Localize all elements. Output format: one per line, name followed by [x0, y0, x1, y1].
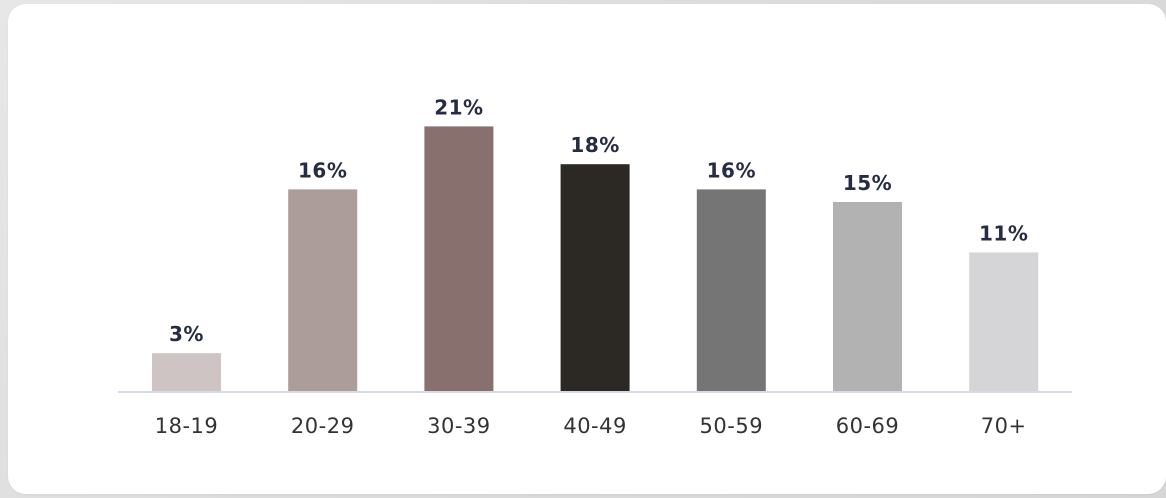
- bar-50-59: [696, 189, 766, 391]
- category-labels-group: 18-19 20-29 30-39 40-49 50-59 60-69 70+: [155, 414, 1027, 438]
- value-labels-group: 3% 16% 21% 18% 16% 15% 11%: [169, 95, 1028, 346]
- category-label-60-69: 60-69: [836, 414, 900, 438]
- value-label-70+: 11%: [979, 221, 1028, 245]
- category-label-20-29: 20-29: [291, 414, 355, 438]
- category-label-30-39: 30-39: [427, 414, 491, 438]
- bar-70+: [969, 252, 1039, 391]
- value-label-60-69: 15%: [843, 171, 892, 195]
- value-label-30-39: 21%: [434, 95, 483, 119]
- category-label-70+: 70+: [981, 414, 1027, 438]
- bar-30-39: [424, 126, 494, 392]
- category-label-18-19: 18-19: [155, 414, 219, 438]
- bars-group: [152, 126, 1039, 392]
- value-label-40-49: 18%: [570, 133, 619, 157]
- bar-18-19: [152, 353, 221, 391]
- value-label-50-59: 16%: [707, 158, 756, 182]
- category-label-40-49: 40-49: [563, 414, 627, 438]
- bar-20-29: [288, 189, 358, 391]
- category-label-50-59: 50-59: [700, 414, 764, 438]
- value-label-20-29: 16%: [298, 158, 347, 182]
- bar-40-49: [560, 164, 630, 391]
- bar-60-69: [833, 202, 902, 391]
- value-label-18-19: 3%: [169, 322, 204, 346]
